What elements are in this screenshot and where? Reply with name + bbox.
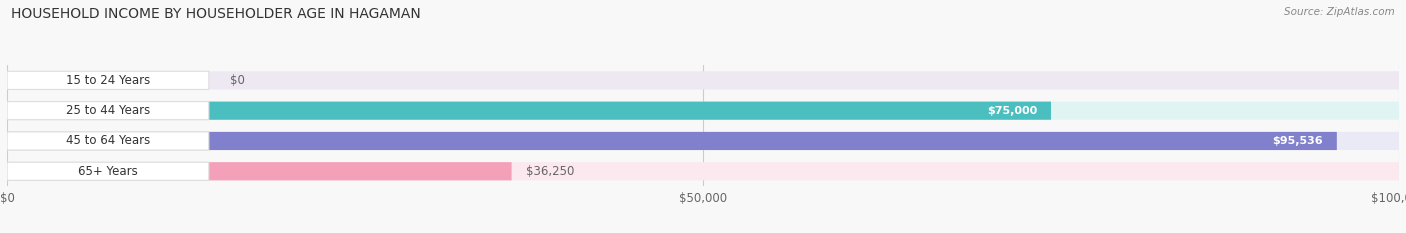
Text: $0: $0 bbox=[229, 74, 245, 87]
FancyBboxPatch shape bbox=[7, 102, 1052, 120]
Text: $75,000: $75,000 bbox=[987, 106, 1038, 116]
FancyBboxPatch shape bbox=[7, 71, 1399, 89]
FancyBboxPatch shape bbox=[7, 132, 1399, 150]
FancyBboxPatch shape bbox=[7, 102, 209, 120]
Text: 65+ Years: 65+ Years bbox=[79, 165, 138, 178]
FancyBboxPatch shape bbox=[7, 102, 1399, 120]
Text: 45 to 64 Years: 45 to 64 Years bbox=[66, 134, 150, 147]
Text: HOUSEHOLD INCOME BY HOUSEHOLDER AGE IN HAGAMAN: HOUSEHOLD INCOME BY HOUSEHOLDER AGE IN H… bbox=[11, 7, 420, 21]
Text: 15 to 24 Years: 15 to 24 Years bbox=[66, 74, 150, 87]
Text: 25 to 44 Years: 25 to 44 Years bbox=[66, 104, 150, 117]
Text: Source: ZipAtlas.com: Source: ZipAtlas.com bbox=[1284, 7, 1395, 17]
FancyBboxPatch shape bbox=[7, 132, 1337, 150]
FancyBboxPatch shape bbox=[7, 162, 209, 180]
FancyBboxPatch shape bbox=[7, 71, 209, 89]
Text: $95,536: $95,536 bbox=[1272, 136, 1323, 146]
FancyBboxPatch shape bbox=[7, 162, 1399, 180]
FancyBboxPatch shape bbox=[7, 162, 512, 180]
FancyBboxPatch shape bbox=[7, 132, 209, 150]
Text: $36,250: $36,250 bbox=[526, 165, 574, 178]
